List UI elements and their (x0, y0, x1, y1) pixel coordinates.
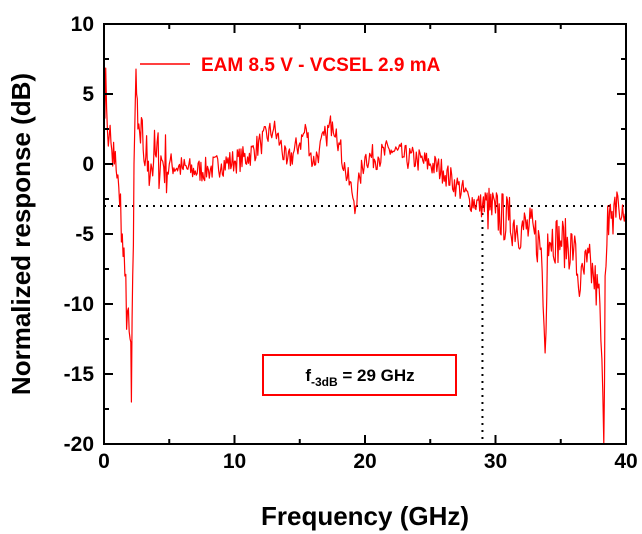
axis-ticks (103, 23, 627, 445)
legend-label: EAM 8.5 V - VCSEL 2.9 mA (201, 55, 441, 76)
x-tick-label: 0 (98, 450, 110, 473)
x-tick-label: 10 (223, 450, 246, 473)
annotation-box (262, 354, 457, 396)
tick-labels: 0 10 20 30 40 10 5 0 -5 -10 -15 -20 (64, 13, 638, 473)
x-axis-title: Frequency (GHz) (261, 501, 469, 531)
y-tick-label: 10 (71, 13, 94, 36)
x-tick-label: 30 (484, 450, 507, 473)
y-tick-label: 0 (82, 153, 94, 176)
annotation-text: f-3dB = 29 GHz (305, 366, 414, 389)
y-tick-label: -10 (64, 293, 94, 316)
x-tick-label: 20 (353, 450, 376, 473)
y-tick-label: -5 (75, 223, 94, 246)
plot-content (103, 67, 627, 445)
y-tick-label: 5 (82, 83, 94, 106)
bandwidth-annotation: f-3dB = 29 GHz (262, 354, 457, 396)
y-axis-title: Normalized response (dB) (6, 73, 36, 395)
y-tick-label: -20 (64, 433, 94, 456)
series-line (103, 67, 627, 445)
y-tick-label: -15 (64, 363, 95, 386)
legend: EAM 8.5 V - VCSEL 2.9 mA (140, 55, 441, 76)
x-tick-label: 40 (614, 450, 637, 473)
